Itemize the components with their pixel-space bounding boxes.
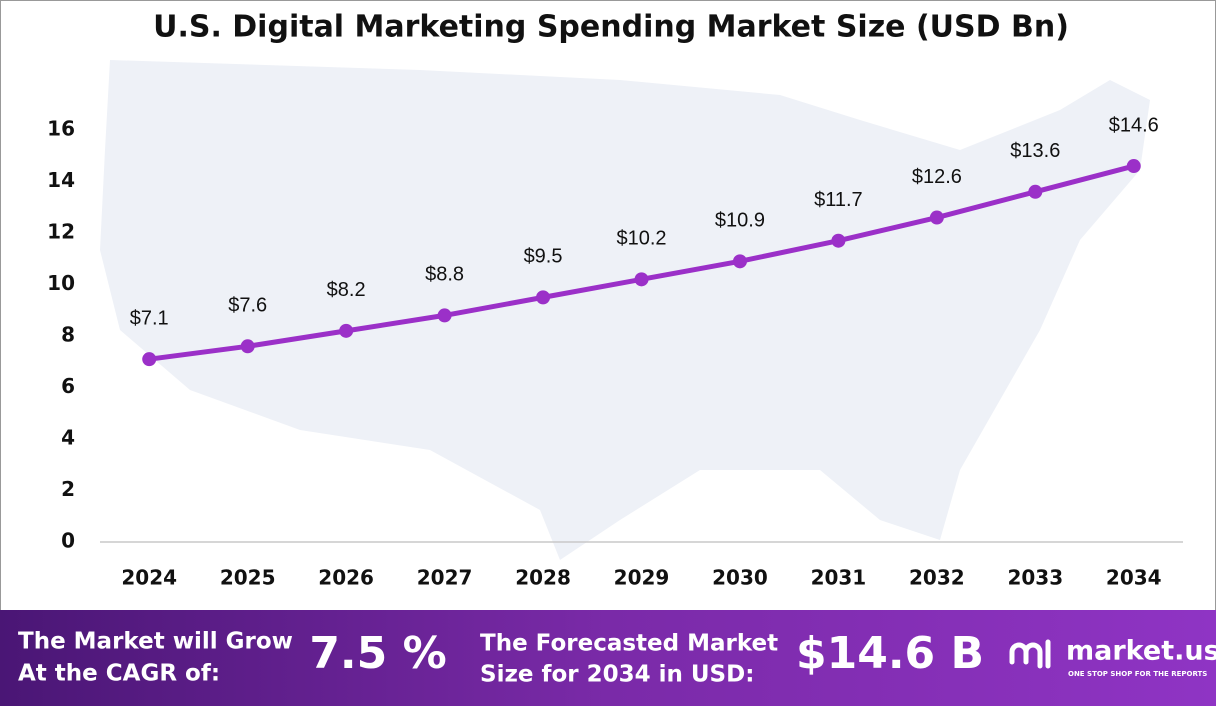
forecast-text: The Forecasted Market bbox=[480, 631, 778, 657]
data-label: $13.6 bbox=[1010, 140, 1060, 162]
data-label: $8.8 bbox=[425, 264, 464, 286]
map-background bbox=[100, 60, 1150, 560]
x-tick-label: 2030 bbox=[712, 566, 768, 590]
data-label: $10.9 bbox=[715, 210, 765, 232]
x-tick-label: 2026 bbox=[318, 566, 374, 590]
cagr-value: 7.5 % bbox=[309, 628, 446, 679]
footer-banner bbox=[0, 610, 1216, 706]
x-tick-label: 2028 bbox=[515, 566, 571, 590]
data-point bbox=[536, 290, 551, 305]
plot: 0 2 4 6 8 10 12 14 16 2024 2025 2026 2027 2028 2029 203… bbox=[47, 114, 1161, 589]
forecast-text: Size for 2034 in USD: bbox=[480, 662, 754, 688]
y-tick-label: 6 bbox=[61, 374, 75, 398]
data-point bbox=[929, 210, 944, 225]
data-label: $7.6 bbox=[228, 295, 267, 317]
logo-text: market.us bbox=[1066, 636, 1216, 667]
y-tick-label: 14 bbox=[47, 168, 75, 192]
cagr-text: The Market will Grow bbox=[18, 629, 293, 655]
data-label: $10.2 bbox=[616, 228, 666, 250]
data-point bbox=[1126, 159, 1141, 174]
x-tick-label: 2025 bbox=[220, 566, 276, 590]
chart-title: U.S. Digital Marketing Spending Market S… bbox=[153, 10, 1069, 45]
y-tick-label: 12 bbox=[47, 220, 75, 244]
data-label: $14.6 bbox=[1109, 114, 1159, 136]
x-tick-label: 2031 bbox=[811, 566, 867, 590]
y-tick-label: 0 bbox=[61, 529, 75, 553]
data-point bbox=[634, 272, 649, 287]
cagr-text: At the CAGR of: bbox=[18, 661, 220, 687]
data-label: $11.7 bbox=[814, 189, 863, 211]
data-label: $9.5 bbox=[524, 246, 563, 268]
data-point bbox=[831, 233, 846, 248]
x-tick-label: 2032 bbox=[909, 566, 965, 590]
y-tick-label: 10 bbox=[47, 271, 75, 295]
forecast-value: $14.6 B bbox=[796, 628, 984, 679]
logo-tagline: ONE STOP SHOP FOR THE REPORTS bbox=[1068, 670, 1207, 678]
x-tick-label: 2027 bbox=[417, 566, 473, 590]
x-tick-label: 2029 bbox=[614, 566, 670, 590]
data-label: $8.2 bbox=[327, 279, 366, 301]
data-point bbox=[437, 308, 452, 323]
logo-icon bbox=[1009, 639, 1051, 669]
data-point bbox=[339, 323, 354, 338]
y-tick-label: 2 bbox=[61, 477, 75, 501]
x-tick-label: 2024 bbox=[121, 566, 177, 590]
data-point bbox=[142, 352, 157, 367]
y-tick-label: 16 bbox=[47, 117, 75, 141]
data-point bbox=[732, 254, 747, 269]
y-tick-label: 4 bbox=[61, 426, 75, 450]
data-point bbox=[1028, 184, 1043, 199]
x-tick-label: 2034 bbox=[1106, 566, 1162, 590]
data-label: $7.1 bbox=[130, 307, 169, 329]
data-label: $12.6 bbox=[912, 166, 962, 188]
y-tick-label: 8 bbox=[61, 323, 75, 347]
data-point bbox=[240, 339, 255, 354]
x-tick-label: 2033 bbox=[1007, 566, 1063, 590]
